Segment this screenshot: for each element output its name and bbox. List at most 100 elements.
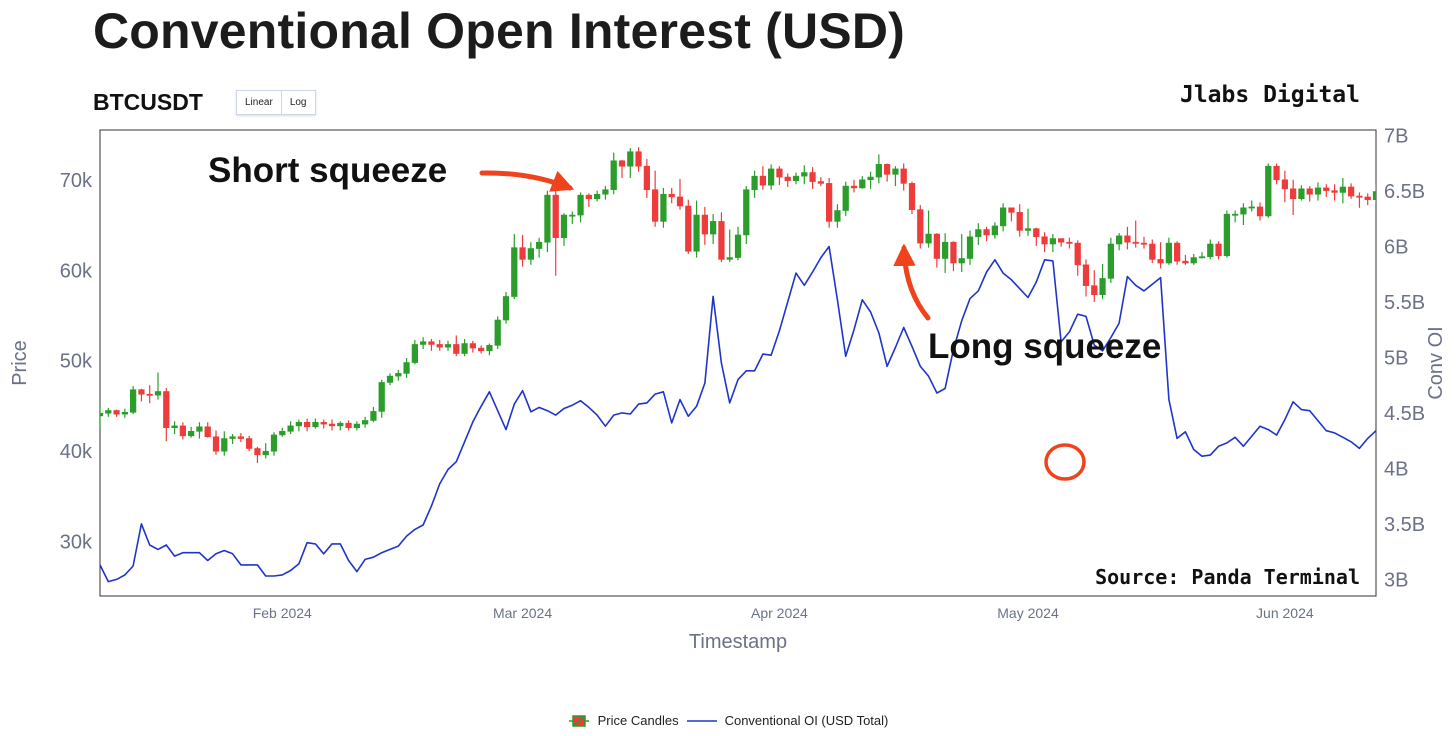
price-candle [1240,203,1247,226]
price-candle [726,229,733,263]
candle-body [908,183,916,210]
candle-body [221,438,228,452]
price-candle [1008,207,1015,222]
candle-body [660,193,667,222]
price-candle [1364,193,1371,206]
candle-body [1000,207,1007,227]
price-candle [295,419,302,432]
candle-body [312,421,319,428]
candle-body [420,341,427,345]
candle-body [710,221,717,235]
price-candle [983,226,990,242]
candle-body [1314,187,1322,195]
candle-body [693,214,700,252]
price-candle [1415,163,1421,177]
price-candle [917,205,924,249]
candle-body [1033,228,1040,238]
candle-body [850,185,858,189]
price-candle [610,152,617,195]
candle-body [1290,188,1297,200]
price-candle [1331,184,1338,201]
price-candle [652,170,659,227]
x-tick-label: Jun 2024 [1256,605,1314,621]
price-candle [353,421,360,431]
price-candle [1099,263,1106,300]
y2-tick-label: 5B [1384,347,1408,369]
candle-body [1107,243,1114,279]
page-title: Conventional Open Interest (USD) [93,3,906,59]
candle-body [950,241,957,264]
price-candle [1016,204,1023,237]
price-candle [386,373,394,386]
candle-body [1323,187,1330,191]
linear-scale-button[interactable]: Linear [236,90,282,115]
price-candle [337,421,344,431]
price-candle [718,212,725,263]
price-candle [403,358,410,378]
candle-body [204,426,211,438]
price-candle [867,171,874,189]
candle-body [1116,235,1123,245]
price-candle [1182,254,1189,265]
price-candle [254,446,261,463]
candle-body [171,425,178,428]
candle-body [652,189,659,222]
legend-item-conventional-oi[interactable]: Conventional OI (USD Total) [686,713,888,728]
price-candle [246,435,253,452]
short-squeeze-arrow [479,170,575,192]
candle-body [643,165,650,191]
price-candle [991,222,998,239]
candle-body [734,234,742,258]
price-candle [975,223,982,245]
candle-body [304,421,311,428]
legend-item-price-candles[interactable]: Price Candles [568,713,679,728]
candle-body [130,389,137,413]
price-candle [792,172,800,185]
price-candle [287,421,294,435]
price-candle [701,206,708,245]
y-tick-label: 50k [60,351,93,373]
candle-body [668,193,675,198]
log-scale-button[interactable]: Log [281,90,316,115]
price-candle [1207,239,1214,260]
candle-body [610,160,617,191]
price-candle [519,234,526,267]
candle-body [527,248,534,260]
candle-body [1331,190,1338,193]
candle-body [594,193,601,200]
candle-body [1140,242,1148,245]
candle-body [917,209,924,244]
candle-body [254,448,261,456]
candle-body [1281,179,1288,190]
price-candle [527,242,534,265]
price-candle [188,426,195,438]
candle-body [1348,186,1355,197]
price-candle [436,339,443,351]
legend-label: Price Candles [597,713,679,728]
candle-body [469,343,476,349]
price-candle [826,177,833,228]
candle-body [196,426,203,432]
price-candle [577,192,584,223]
price-candle [1265,163,1272,218]
candle-body [1240,207,1247,215]
price-candle [130,386,137,415]
source-label: Source: Panda Terminal [1095,565,1360,589]
price-candle [1306,186,1313,202]
candle-body [1149,243,1156,260]
candle-body [834,210,841,222]
candle-body [1099,278,1106,295]
price-candle [685,199,692,254]
price-candle [1356,192,1363,208]
price-candle [618,159,626,178]
candle-body [188,431,195,437]
candle-body [544,194,551,243]
price-candle [776,166,783,186]
candle-body [353,423,360,428]
price-candle [1157,242,1164,269]
candle-body [859,179,866,189]
candle-body [378,382,385,412]
candle-body [320,421,327,425]
price-candle [801,165,808,185]
candle-body [337,422,344,427]
